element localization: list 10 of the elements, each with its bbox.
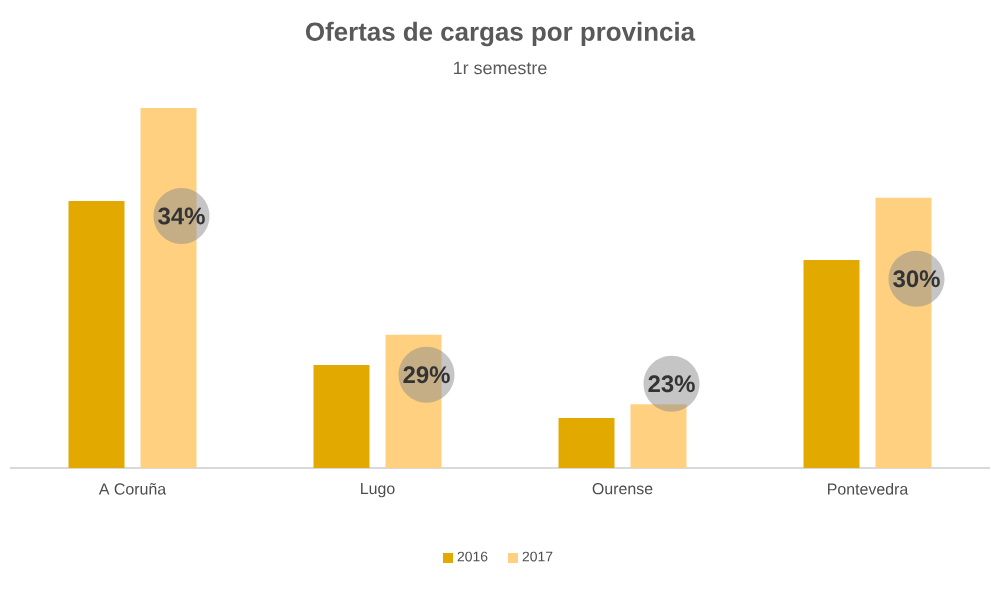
- bar: [803, 259, 860, 468]
- bar: [558, 417, 615, 468]
- chart-subtitle: 1r semestre: [454, 61, 547, 75]
- chart-title: Ofertas de cargas por provincia: [306, 21, 696, 47]
- annotation: 23%: [648, 375, 695, 393]
- annotation: 30%: [893, 270, 940, 288]
- annotation: 34%: [158, 207, 205, 225]
- bar: [68, 200, 125, 468]
- bar: [313, 365, 370, 468]
- annotation: 29%: [403, 366, 450, 384]
